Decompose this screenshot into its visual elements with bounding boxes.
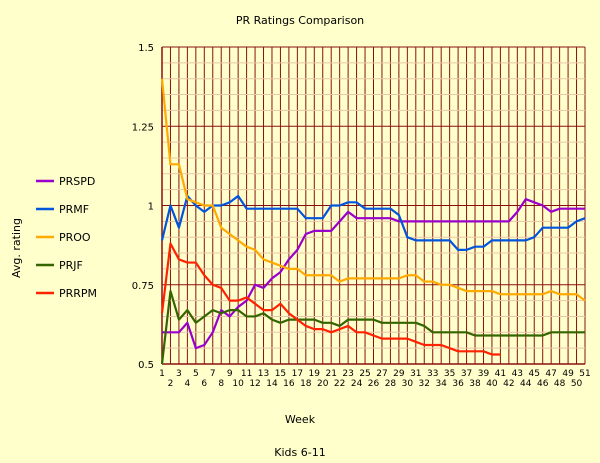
y-tick-label: 1 <box>148 202 154 213</box>
x-tick-label: 50 <box>571 379 583 389</box>
x-tick-label: 26 <box>368 379 380 389</box>
x-tick-label: 3 <box>176 369 182 379</box>
x-axis-label: Week <box>285 413 316 426</box>
x-tick-label: 36 <box>452 379 464 389</box>
series-line-proo <box>160 78 586 302</box>
x-tick-label: 1 <box>159 369 165 379</box>
legend-label: PROO <box>59 231 91 244</box>
x-tick-label: 32 <box>419 379 430 389</box>
x-tick-label: 40 <box>486 379 498 389</box>
x-tick-label: 45 <box>529 369 540 379</box>
x-tick-label: 49 <box>562 369 574 379</box>
x-tick-label: 16 <box>283 379 295 389</box>
x-tick-label: 41 <box>495 369 506 379</box>
x-tick-label: 14 <box>266 379 278 389</box>
x-tick-label: 27 <box>376 369 387 379</box>
x-tick-label: 25 <box>359 369 370 379</box>
x-tick-label: 46 <box>537 379 549 389</box>
x-tick-label: 18 <box>300 379 312 389</box>
series-line-prjf <box>160 289 585 365</box>
x-tick-label: 5 <box>193 369 199 379</box>
x-tick-label: 15 <box>275 369 286 379</box>
x-tick-label: 7 <box>210 369 216 379</box>
legend-label: PRRPM <box>59 287 97 300</box>
x-tick-label: 17 <box>292 369 303 379</box>
x-tick-label: 30 <box>402 379 414 389</box>
x-tick-label: 51 <box>579 369 590 379</box>
x-tick-label: 24 <box>351 379 363 389</box>
x-tick-label: 29 <box>393 369 405 379</box>
x-tick-label: 21 <box>325 369 336 379</box>
x-tick-label: 47 <box>545 369 556 379</box>
x-tick-label: 11 <box>241 369 252 379</box>
series-line-prmf <box>160 194 586 251</box>
x-tick-label: 31 <box>410 369 421 379</box>
legend-label: PRJF <box>59 259 83 272</box>
x-tick-label: 23 <box>342 369 353 379</box>
chart-title: PR Ratings Comparison <box>236 14 364 27</box>
x-tick-label: 48 <box>554 379 566 389</box>
x-tick-label: 35 <box>444 369 455 379</box>
x-tick-label: 38 <box>469 379 481 389</box>
x-tick-label: 9 <box>227 369 233 379</box>
y-tick-label: 1.5 <box>138 43 154 54</box>
x-tick-label: 44 <box>520 379 532 389</box>
y-tick-label: 1.25 <box>132 122 154 133</box>
chart-subtitle: Kids 6-11 <box>274 446 325 459</box>
x-tick-label: 37 <box>461 369 472 379</box>
x-tick-label: 22 <box>334 379 345 389</box>
x-tick-label: 4 <box>185 379 191 389</box>
legend-label: PRMF <box>59 203 89 216</box>
x-tick-label: 10 <box>232 379 244 389</box>
x-tick-label: 33 <box>427 369 438 379</box>
x-tick-label: 6 <box>201 379 207 389</box>
x-tick-label: 42 <box>503 379 514 389</box>
x-tick-label: 39 <box>478 369 490 379</box>
y-tick-label: 0.5 <box>138 360 154 371</box>
y-tick-label: 0.75 <box>132 281 154 292</box>
x-tick-label: 34 <box>435 379 447 389</box>
y-axis-label: Avg. rating <box>10 218 23 278</box>
x-tick-label: 43 <box>512 369 523 379</box>
x-tick-label: 28 <box>385 379 397 389</box>
x-tick-label: 19 <box>309 369 321 379</box>
series-line-prspd <box>162 198 585 350</box>
x-tick-label: 2 <box>168 379 174 389</box>
x-tick-label: 12 <box>249 379 260 389</box>
x-tick-label: 8 <box>218 379 224 389</box>
x-tick-label: 13 <box>258 369 269 379</box>
legend-label: PRSPD <box>59 175 95 188</box>
series-line-prrpm <box>160 242 501 356</box>
x-tick-label: 20 <box>317 379 329 389</box>
